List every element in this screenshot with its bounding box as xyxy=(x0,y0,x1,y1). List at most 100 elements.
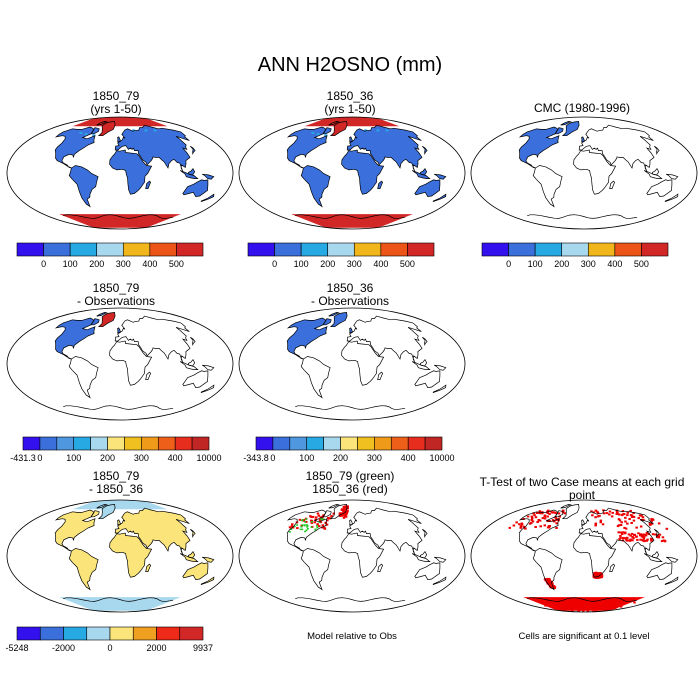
sig-cell xyxy=(325,523,329,526)
sig-cell xyxy=(631,539,634,542)
sig-cell xyxy=(596,510,599,513)
colorbar-tick-label: 300 xyxy=(367,453,382,463)
coastline-baffin xyxy=(322,127,332,135)
sig-cell xyxy=(561,606,565,609)
sig-cell xyxy=(620,521,623,524)
land-fill-australia xyxy=(182,179,208,197)
arctic-cap xyxy=(304,117,400,127)
sig-cell xyxy=(545,580,549,583)
colorbar-swatch xyxy=(300,242,329,257)
sig-cell xyxy=(315,516,318,519)
sig-cell xyxy=(547,582,550,585)
sig-cell xyxy=(631,535,634,538)
speck xyxy=(316,133,320,136)
sig-cell xyxy=(540,601,544,604)
sig-cell xyxy=(628,518,631,520)
sig-cell xyxy=(647,533,650,536)
coastline-antarctica xyxy=(527,214,638,219)
coastline-newzealand xyxy=(664,576,679,586)
sig-cell xyxy=(549,583,553,586)
panel-title-model-diff: 1850_79- 1850_36 xyxy=(88,469,144,496)
coastline-ellesmere xyxy=(560,121,572,126)
colorbar-swatch xyxy=(86,626,111,641)
sig-cell xyxy=(648,523,652,526)
speck xyxy=(132,129,136,132)
colorbar-tick-label: 300 xyxy=(347,259,362,269)
note-significance: Cells are significant at 0.1 level xyxy=(518,631,650,642)
sig-cell xyxy=(563,512,567,515)
coastline-indonesia xyxy=(643,170,663,179)
coastline-ellesmere xyxy=(96,312,108,317)
coastline-newguinea xyxy=(434,364,447,371)
sig-cell xyxy=(617,518,621,521)
coastline-antarctica xyxy=(295,214,406,219)
sig-cell xyxy=(317,514,321,517)
sig-cell xyxy=(597,576,601,578)
coastline-newzealand xyxy=(200,193,215,203)
colorbar-swatch xyxy=(56,436,75,451)
map-layer xyxy=(508,504,679,612)
sig-cell xyxy=(593,574,597,577)
colorbar-swatch xyxy=(272,436,291,451)
colorbar-tick-label: 300 xyxy=(116,259,131,269)
colorbar-tick-label: 100 xyxy=(294,259,309,269)
coastline-ellesmere xyxy=(328,504,340,509)
colorbar-swatch xyxy=(107,436,125,451)
coastline-antarctica xyxy=(63,214,174,219)
sig-cell xyxy=(345,510,349,513)
sig-cell xyxy=(540,512,543,515)
sig-cell xyxy=(342,516,346,519)
sig-cell xyxy=(598,605,601,608)
sig-cell xyxy=(342,506,346,508)
colorbar-tick-label: 500 xyxy=(634,259,649,269)
colorbar-swatch xyxy=(274,242,302,257)
land-fill-baffin xyxy=(91,127,100,134)
sig-cell xyxy=(526,515,530,518)
green-contour xyxy=(305,518,308,520)
coastline-borneo xyxy=(187,167,196,176)
land-fill-baffin xyxy=(91,510,100,517)
coastline-borneo xyxy=(651,550,660,559)
sig-cell xyxy=(532,512,535,515)
coastline-australia xyxy=(414,562,441,580)
land-fill-baffin xyxy=(555,127,564,134)
sig-cell xyxy=(317,525,321,528)
sig-cell xyxy=(651,522,654,525)
sig-cell xyxy=(619,601,623,603)
map-border xyxy=(238,116,466,230)
antarctica-fill xyxy=(291,214,413,228)
sig-cell xyxy=(626,511,629,514)
sig-cell xyxy=(626,522,629,525)
map-border xyxy=(6,307,234,421)
map-1850-79-obs xyxy=(6,307,234,421)
greenland-fill xyxy=(330,312,348,327)
colorbar-swatch xyxy=(157,436,176,451)
land-fill-eurasia xyxy=(115,508,190,555)
sig-cell xyxy=(662,539,665,542)
coastline-greenland xyxy=(97,312,116,328)
sig-cell xyxy=(641,539,644,542)
colorbar-swatch xyxy=(156,626,181,641)
green-contour xyxy=(300,526,303,528)
colorbar-swatch xyxy=(289,436,308,451)
sig-cell xyxy=(543,515,546,518)
coastline-eurasia xyxy=(578,507,655,555)
coastline-madagascar xyxy=(377,563,384,572)
sig-cell xyxy=(600,575,603,578)
coastline-newzealand xyxy=(664,193,679,203)
colorbar-swatch xyxy=(141,436,159,451)
sig-cell xyxy=(646,538,649,541)
coastline-madagascar xyxy=(145,371,152,380)
sig-cell xyxy=(621,510,625,513)
greenland-fill xyxy=(98,504,116,519)
sig-cell xyxy=(625,539,628,542)
sig-cell xyxy=(530,515,534,518)
sig-cell xyxy=(288,526,292,529)
speck xyxy=(385,129,389,132)
panel-title-cmc: CMC (1980-1996) xyxy=(533,101,631,115)
colorbar-swatch xyxy=(534,242,563,257)
coastline-madagascar xyxy=(377,371,384,380)
colorbar-tick-label: 2000 xyxy=(146,643,166,653)
sig-cell xyxy=(595,574,598,577)
coastline-uk xyxy=(349,519,353,526)
